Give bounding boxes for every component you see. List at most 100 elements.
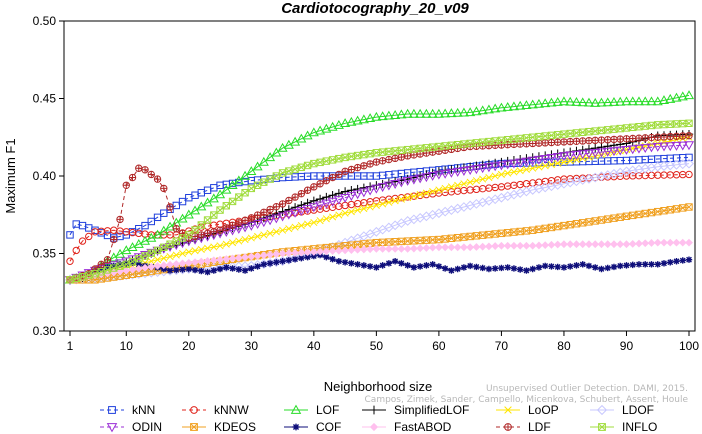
data-point: [72, 246, 80, 255]
data-point: [472, 177, 480, 185]
data-point: [172, 260, 181, 268]
data-point-cross: [166, 203, 174, 211]
data-point: [385, 260, 393, 267]
data-point: [566, 240, 575, 249]
data-point-cross: [141, 268, 149, 276]
data-point: [360, 204, 368, 213]
data-point-cross: [554, 131, 562, 139]
data-point: [447, 183, 455, 191]
data-point: [677, 141, 688, 151]
data-point-cross: [135, 255, 143, 263]
data-point: [427, 171, 438, 181]
data-point: [359, 245, 368, 254]
data-point-cross: [341, 153, 349, 161]
data-point: [621, 96, 632, 106]
data-point-cross: [147, 267, 155, 276]
data-point-cross: [572, 129, 581, 137]
data-point: [290, 404, 302, 414]
data-point-cross: [103, 274, 112, 282]
data-point: [358, 188, 369, 198]
data-point: [540, 154, 551, 164]
data-point: [441, 184, 449, 192]
data-point: [291, 223, 299, 231]
data-point: [533, 98, 544, 108]
data-point-cross: [360, 162, 368, 169]
data-point: [141, 221, 149, 230]
data-point-cross: [622, 124, 631, 132]
data-point: [190, 406, 198, 414]
data-point: [622, 240, 631, 249]
data-point: [460, 243, 468, 252]
data-point-cross: [472, 139, 480, 147]
data-point: [260, 231, 268, 239]
data-point: [153, 256, 162, 264]
data-point-cross: [354, 151, 362, 160]
data-point-cross: [516, 134, 524, 143]
data-point-cross: [391, 147, 399, 155]
data-point-cross: [335, 171, 343, 178]
data-point: [327, 197, 338, 207]
data-point: [291, 255, 299, 263]
data-point: [198, 267, 205, 275]
legend: kNN kNNW LOF SimplifiedLOF LoOP LDOF ODIN KDEOS…: [100, 403, 657, 434]
data-point-cross: [129, 174, 136, 181]
data-point-cross: [466, 232, 474, 241]
data-point-cross: [541, 224, 549, 232]
data-point: [178, 249, 187, 258]
data-point: [516, 167, 524, 175]
watermark-line-1: Unsupervised Outlier Detection. DAMI, 20…: [486, 384, 688, 394]
data-point-cross: [454, 141, 462, 149]
legend-label: LDF: [528, 420, 551, 434]
data-point: [369, 422, 379, 432]
data-point: [435, 186, 443, 194]
data-point: [635, 261, 643, 268]
data-point: [373, 264, 380, 271]
data-point: [252, 161, 263, 171]
data-point: [366, 263, 374, 270]
data-point: [233, 175, 244, 185]
data-point: [402, 108, 413, 118]
data-point-cross: [460, 233, 468, 241]
data-point: [515, 158, 526, 168]
data-point: [671, 141, 682, 151]
data-point: [465, 107, 476, 117]
data-point: [585, 240, 593, 249]
data-point: [635, 239, 643, 248]
data-point-cross: [360, 240, 368, 248]
data-point: [585, 262, 593, 270]
data-point-cross: [504, 229, 512, 237]
data-point: [147, 257, 155, 265]
data-point: [298, 254, 305, 262]
data-point: [583, 97, 595, 107]
data-point: [646, 96, 657, 106]
data-point: [478, 242, 487, 251]
data-point: [366, 203, 374, 211]
data-point: [665, 93, 676, 103]
data-point-cross: [441, 235, 449, 243]
data-point-cross: [385, 156, 393, 163]
data-point-cross: [135, 269, 143, 277]
data-point: [447, 243, 456, 252]
data-point-cross: [635, 210, 643, 218]
data-point: [185, 231, 193, 239]
data-point: [328, 247, 337, 255]
data-point: [508, 159, 519, 169]
data-point-cross: [441, 142, 449, 150]
data-point-cross: [341, 168, 349, 175]
data-point: [352, 190, 363, 200]
data-point: [159, 261, 168, 270]
data-point: [266, 229, 274, 237]
data-point: [565, 96, 576, 106]
data-point-cross: [379, 238, 387, 246]
data-point-cross: [91, 276, 99, 284]
watermark-line-2: Campos, Zimek, Sander, Campello, Micenko…: [365, 395, 689, 405]
data-point-cross: [566, 221, 574, 229]
data-point-cross: [385, 147, 393, 156]
data-point: [153, 261, 162, 270]
series-ldf: [66, 132, 693, 284]
data-point-cross: [422, 236, 430, 244]
data-point: [379, 200, 387, 208]
data-point: [327, 121, 338, 131]
x-tick-label: 1: [67, 339, 74, 353]
data-point: [310, 252, 318, 260]
